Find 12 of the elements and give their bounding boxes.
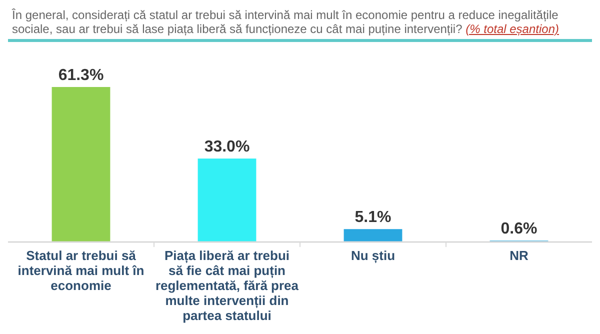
- bar: [52, 87, 110, 242]
- data-label: 61.3%: [58, 67, 104, 84]
- data-label: 33.0%: [204, 138, 250, 156]
- bar: [344, 229, 402, 242]
- bar: [198, 158, 256, 242]
- data-label: 5.1%: [354, 209, 392, 226]
- chart-subtitle: (% total eșantion): [466, 22, 559, 36]
- data-label: 0.6%: [500, 220, 538, 238]
- x-tick-label: Statul ar trebui să intervină mai mult în economie: [18, 248, 144, 293]
- x-tick-label: Nu știu: [350, 248, 396, 264]
- x-tick-label: Piața liberă ar trebui să fie cât mai puțin reglementată, fără prea multe intervenții din partea statului: [155, 248, 300, 323]
- x-tick-label: NR: [510, 248, 529, 263]
